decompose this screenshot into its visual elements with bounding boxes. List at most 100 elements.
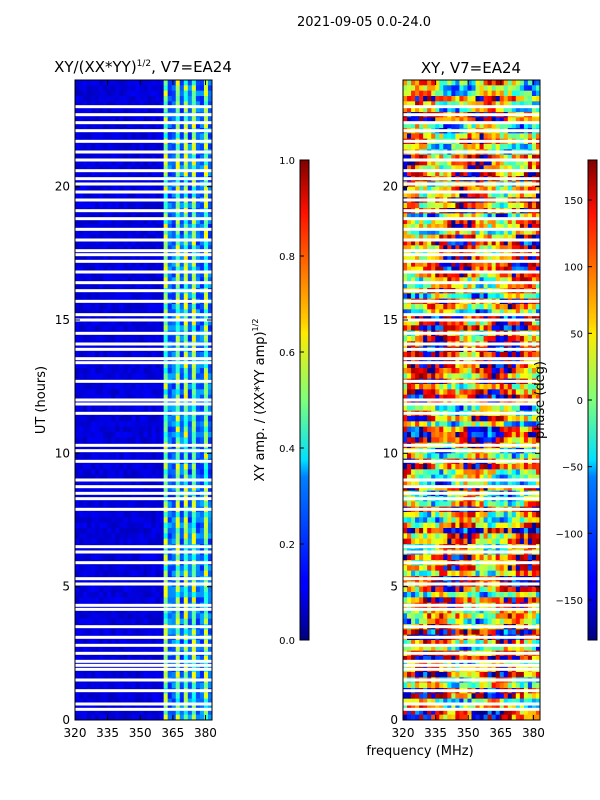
amplitude-xtick-label: 350 — [129, 726, 152, 740]
phase-xtick-label: 350 — [457, 726, 480, 740]
amplitude-flag-gap — [75, 402, 212, 406]
amplitude-flag-gap — [75, 253, 212, 257]
phase-flag-gap — [403, 129, 540, 133]
phase-colorbar-tick: −150 — [556, 596, 583, 607]
phase-flag-gap — [403, 507, 540, 511]
phase-colorbar-tick: 50 — [570, 329, 583, 340]
amplitude-flag-gap — [75, 411, 212, 415]
phase-flag-gap — [403, 643, 540, 647]
amplitude-plot-frame — [74, 79, 213, 721]
amplitude-flag-gap — [75, 561, 212, 565]
phase-flag-gap — [403, 398, 540, 402]
phase-flag-gap — [403, 313, 540, 317]
amplitude-flag-gap — [75, 550, 212, 554]
phase-flag-gap — [403, 105, 540, 109]
amplitude-flag-gap — [75, 227, 212, 231]
phase-flag-gap — [403, 259, 540, 263]
amplitude-flag-gap — [75, 507, 212, 511]
phase-ytick-label: 20 — [383, 180, 398, 194]
amplitude-ytick-label: 10 — [55, 446, 70, 460]
amplitude-flag-gap — [75, 342, 212, 346]
phase-flag-gap — [403, 561, 540, 565]
amplitude-flag-gap — [75, 105, 212, 109]
phase-flag-gap — [403, 702, 540, 706]
phase-flag-gap — [403, 299, 540, 303]
amplitude-flag-gap — [75, 582, 212, 586]
amplitude-xtick-label: 365 — [161, 726, 184, 740]
phase-flag-gap — [403, 379, 540, 383]
amplitude-flag-gap — [75, 707, 212, 711]
amplitude-colorbar-tick: 0.6 — [279, 348, 295, 359]
phase-flag-gap — [403, 270, 540, 274]
amplitude-flag-gap — [75, 398, 212, 402]
phase-ytick-label: 15 — [383, 313, 398, 327]
amplitude-panel-title: XY/(XX*YY)1/2, V7=EA24 — [54, 58, 232, 76]
phase-colorbar: −150 −100 −50 0 50 100 150 phase (deg) — [533, 159, 598, 641]
phase-flag-gap — [403, 158, 540, 162]
phase-colorbar-tick: 100 — [564, 263, 583, 274]
amplitude-ytick-label: 15 — [55, 313, 70, 327]
phase-colorbar-label: phase (deg) — [533, 361, 548, 439]
phase-colorbar-tick: −100 — [556, 529, 583, 540]
phase-flag-gap — [403, 635, 540, 639]
phase-flag-gap — [403, 121, 540, 125]
figure-suptitle: 2021-09-05 0.0-24.0 — [297, 15, 431, 30]
amplitude-colorbar-bar — [299, 159, 310, 641]
amplitude-ytick-label: 20 — [55, 180, 70, 194]
amplitude-flag-gap — [75, 259, 212, 263]
phase-flag-gap — [403, 459, 540, 463]
amplitude-flag-gap — [75, 607, 212, 611]
amplitude-colorbar-label: XY amp. / (XX*YY amp)1/2 — [251, 319, 268, 482]
amplitude-flag-gap — [75, 347, 212, 351]
phase-flag-gap — [403, 182, 540, 186]
amplitude-xtick-label: 320 — [64, 726, 87, 740]
amplitude-flag-gaps — [75, 105, 212, 711]
phase-flag-gap — [403, 347, 540, 351]
amplitude-colorbar-tick: 0.0 — [279, 636, 295, 647]
phase-flag-gap — [403, 443, 540, 447]
amplitude-flag-gap — [75, 198, 212, 202]
amplitude-flag-gap — [75, 158, 212, 162]
phase-flag-gap — [403, 545, 540, 549]
phase-flag-gap — [403, 217, 540, 221]
amplitude-colorbar-tick: 1.0 — [279, 156, 295, 167]
phase-flag-gap — [403, 253, 540, 257]
phase-flag-gap — [403, 550, 540, 554]
amplitude-flag-gap — [75, 270, 212, 274]
amplitude-flag-gap — [75, 313, 212, 317]
phase-flag-gap — [403, 139, 540, 143]
phase-flag-gap — [403, 577, 540, 581]
amplitude-flag-gap — [75, 459, 212, 463]
amplitude-flag-gap — [75, 209, 212, 213]
amplitude-flag-gap — [75, 651, 212, 655]
phase-flag-gap — [403, 249, 540, 253]
phase-plot-frame — [402, 79, 541, 721]
phase-xtick-label: 335 — [424, 726, 447, 740]
amplitude-flag-gap — [75, 361, 212, 365]
amplitude-flag-gap — [75, 497, 212, 501]
amplitude-flag-gap — [75, 702, 212, 706]
phase-flag-gap — [403, 113, 540, 117]
phase-flag-gap — [403, 689, 540, 693]
amplitude-flag-gap — [75, 182, 212, 186]
amplitude-flag-gap — [75, 249, 212, 253]
phase-colorbar-tick: −50 — [562, 463, 583, 474]
amplitude-flag-gap — [75, 169, 212, 173]
amplitude-flag-gap — [75, 281, 212, 285]
amplitude-flag-gap — [75, 485, 212, 489]
phase-flag-gap — [403, 659, 540, 663]
phase-flag-gap — [403, 238, 540, 242]
phase-flag-gap — [403, 707, 540, 711]
phase-panel: XY, V7=EA24 320 335 350 365 380 0 5 10 15 20 — [383, 59, 545, 740]
phase-flag-gaps — [403, 105, 540, 711]
amplitude-flag-gap — [75, 150, 212, 154]
phase-xtick-label: 365 — [489, 726, 512, 740]
phase-flag-gap — [403, 361, 540, 365]
amplitude-flag-gap — [75, 379, 212, 383]
amplitude-flag-gap — [75, 545, 212, 549]
phase-flag-gap — [403, 651, 540, 655]
amplitude-ylabel: UT (hours) — [34, 366, 49, 434]
phase-flag-gap — [403, 190, 540, 194]
amplitude-flag-gap — [75, 625, 212, 629]
